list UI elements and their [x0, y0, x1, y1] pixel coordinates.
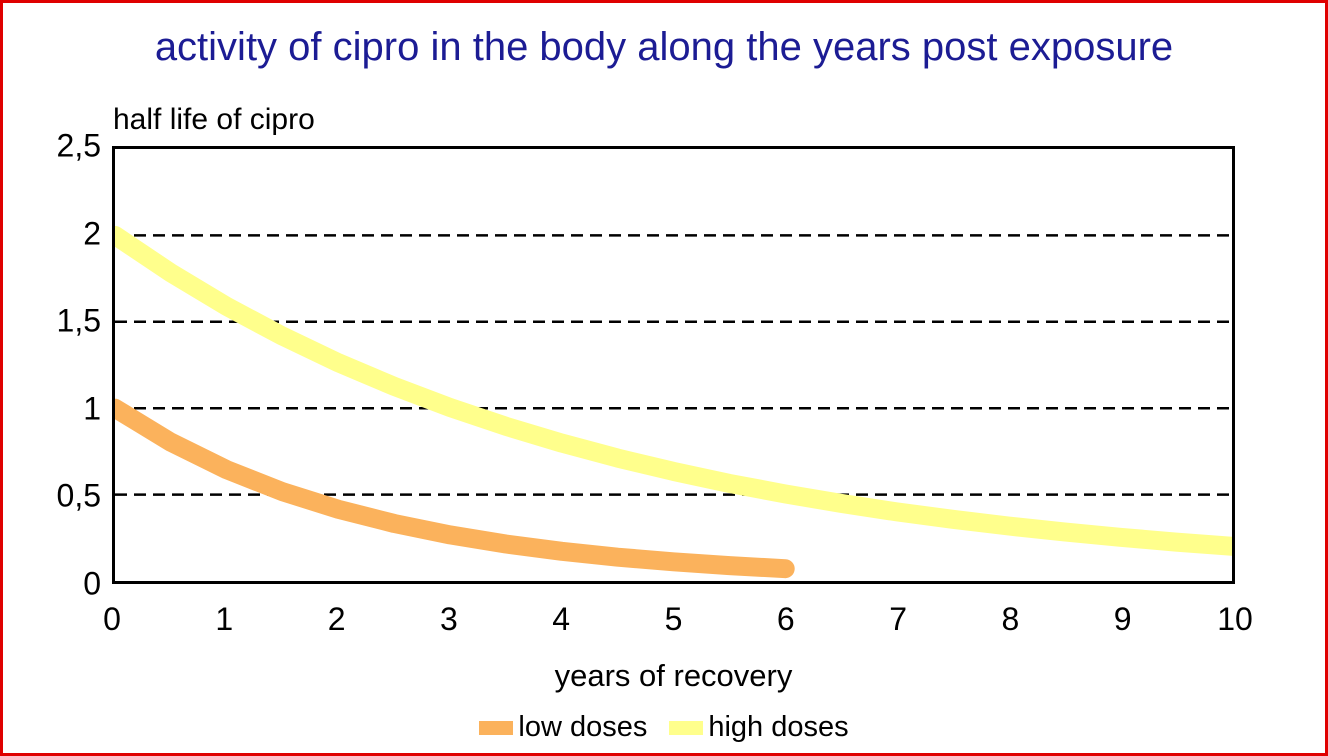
- x-axis-tick-labels: 0 1 2 3 4 5 6 7 8 9 10: [103, 601, 1253, 641]
- y-tick-label: 2,5: [56, 127, 101, 164]
- high-doses-swatch: [669, 720, 704, 735]
- x-tick-label: 7: [889, 601, 907, 637]
- plot-area: [112, 146, 1235, 584]
- x-tick-label: 1: [215, 601, 234, 637]
- gridlines: [115, 234, 1232, 496]
- low-doses-curve: [115, 398, 795, 579]
- legend-item-low-doses: low doses: [479, 711, 647, 744]
- x-tick-label: 6: [776, 601, 795, 637]
- y-tick-label: 1: [83, 390, 101, 427]
- high-doses-curve: [115, 225, 1232, 556]
- x-tick-label: 5: [664, 601, 683, 637]
- x-tick-label: 3: [439, 601, 458, 637]
- legend-label: high doses: [708, 711, 849, 743]
- x-tick-label: 0: [103, 601, 121, 637]
- low-doses-swatch: [479, 720, 514, 735]
- x-tick-label: 9: [1113, 601, 1132, 637]
- legend-item-high-doses: high doses: [669, 711, 849, 744]
- x-tick-label: 4: [552, 601, 571, 637]
- x-tick-label: 8: [1001, 601, 1020, 637]
- x-tick-label: 2: [327, 601, 346, 637]
- y-axis-tick-labels: 2,5 2 1,5 1 0,5 0: [3, 128, 101, 602]
- y-axis-title: half life of cipro: [113, 103, 315, 136]
- y-tick-label: 2: [83, 215, 101, 252]
- chart-title: activity of cipro in the body along the …: [154, 25, 1174, 69]
- plot-canvas: [115, 225, 1232, 579]
- y-tick-label: 0,5: [56, 477, 101, 514]
- x-axis-title: years of recovery: [554, 658, 793, 693]
- legend: low doses high doses: [3, 711, 1325, 744]
- legend-label: low doses: [518, 711, 648, 743]
- y-tick-label: 1,5: [56, 302, 101, 339]
- y-tick-label: 0: [83, 565, 101, 602]
- x-tick-label: 10: [1217, 601, 1253, 637]
